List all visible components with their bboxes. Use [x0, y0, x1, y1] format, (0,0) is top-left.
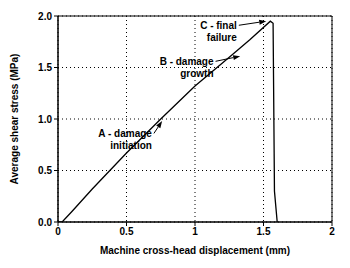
svg-text:1: 1: [192, 226, 198, 237]
svg-text:1.5: 1.5: [38, 62, 52, 73]
svg-text:0: 0: [55, 226, 61, 237]
svg-text:1.5: 1.5: [257, 226, 271, 237]
svg-text:2: 2: [329, 226, 335, 237]
svg-text:C - finalfailure: C - finalfailure: [200, 20, 237, 43]
svg-text:1.0: 1.0: [38, 114, 52, 125]
svg-text:0.5: 0.5: [38, 165, 52, 176]
svg-text:0.5: 0.5: [120, 226, 134, 237]
svg-text:2.0: 2.0: [38, 11, 52, 22]
svg-text:A - damageinitiation: A - damageinitiation: [98, 128, 152, 151]
svg-text:Average shear stress (MPa): Average shear stress (MPa): [9, 54, 20, 185]
svg-text:B - damagegrowth: B - damagegrowth: [160, 56, 214, 79]
svg-text:0.0: 0.0: [38, 217, 52, 228]
svg-text:Machine cross-head displacemen: Machine cross-head displacement (mm): [100, 245, 290, 256]
